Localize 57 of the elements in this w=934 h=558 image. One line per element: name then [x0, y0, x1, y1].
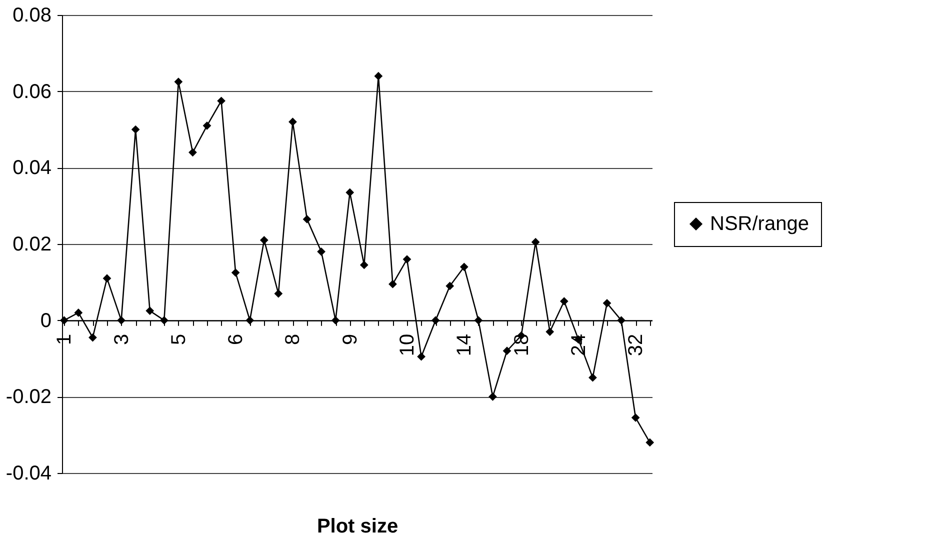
point: [117, 316, 126, 325]
point: [417, 352, 426, 361]
point: [288, 118, 297, 126]
point: [502, 346, 512, 356]
point: [231, 268, 240, 277]
point: [460, 262, 468, 272]
point: [102, 274, 112, 283]
point: [146, 306, 154, 315]
point: [646, 438, 654, 447]
point: [488, 392, 497, 401]
point: [317, 247, 326, 256]
point: [302, 215, 312, 224]
point: [546, 328, 554, 336]
point: [160, 316, 168, 325]
x-tick-label: 6: [225, 334, 248, 345]
point: [202, 122, 212, 130]
y-tick-label: 0.08: [12, 4, 52, 26]
point: [602, 298, 612, 308]
x-axis-title: Plot size: [316, 516, 398, 538]
point: [588, 373, 597, 382]
x-tick-label: 3: [110, 334, 133, 345]
y-tick-label: 0.02: [12, 234, 52, 256]
point: [617, 316, 626, 325]
point: [374, 72, 383, 80]
y-tick-label: -0.04: [6, 462, 52, 484]
point: [188, 148, 197, 157]
point: [174, 78, 183, 86]
point: [274, 289, 283, 298]
y-tick-label: 0.04: [12, 157, 52, 180]
x-tick-label: 8: [282, 334, 304, 345]
point: [217, 96, 226, 106]
point: [446, 282, 454, 290]
point: [88, 333, 97, 342]
y-tick-label: 0: [40, 310, 52, 332]
y-tick-label: 0.06: [12, 80, 52, 103]
point: [631, 413, 640, 422]
point: [74, 308, 83, 317]
x-tick-label: 1: [54, 334, 76, 345]
point: [474, 316, 483, 325]
point: [346, 188, 354, 197]
point: [560, 297, 568, 306]
x-tick-label: 14: [454, 334, 476, 356]
point: [531, 238, 540, 246]
x-tick-label: 10: [396, 334, 418, 356]
x-tick-label: 5: [168, 334, 190, 345]
point: [331, 316, 340, 325]
point: [246, 316, 254, 325]
x-tick-label: 9: [339, 334, 362, 345]
point: [360, 260, 368, 270]
y-tick-label: -0.02: [6, 386, 52, 408]
point: [388, 280, 397, 288]
legend-label: NSR/range: [710, 213, 809, 235]
point: [260, 236, 268, 244]
point: [402, 255, 412, 264]
point: [431, 316, 440, 325]
x-tick-label: 32: [625, 334, 648, 356]
point: [131, 125, 140, 134]
